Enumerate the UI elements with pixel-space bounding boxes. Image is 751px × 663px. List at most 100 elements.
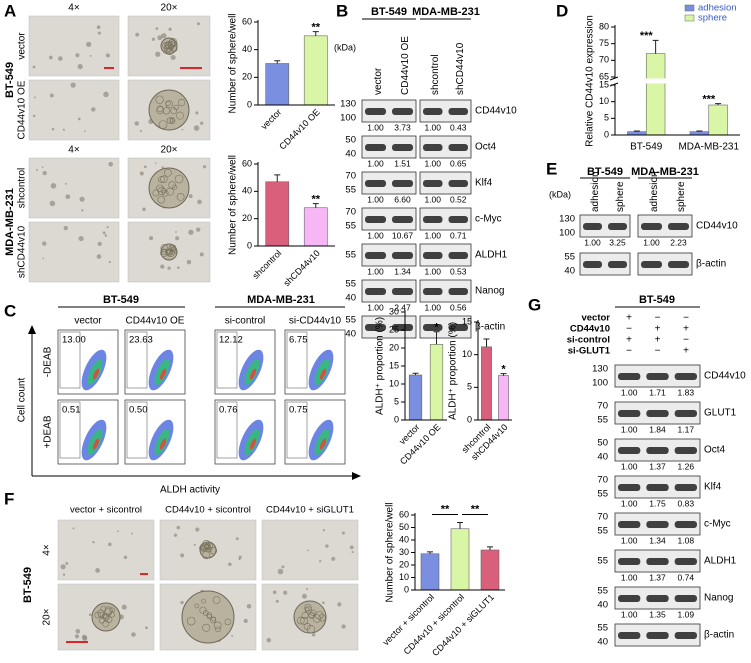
gate-value: 0.76 <box>219 405 238 416</box>
y-tick-label: 0 <box>394 414 399 424</box>
cell <box>196 22 200 26</box>
cell <box>188 229 194 235</box>
significance: ** <box>471 503 480 515</box>
lane-label: adhesion <box>649 171 660 212</box>
quantification: 1.26 <box>678 461 695 471</box>
gate <box>126 401 148 459</box>
axis-break-mark <box>609 76 619 81</box>
y-tick-label: 80 <box>599 21 609 31</box>
sphere-cell <box>194 603 200 609</box>
y-tick-label: 20 <box>389 342 399 352</box>
panel-label: A <box>4 1 16 20</box>
group-header: MDA-MB-231 <box>247 294 315 306</box>
axis-break-mark <box>609 82 619 87</box>
cell <box>70 82 76 88</box>
band <box>423 144 443 151</box>
protein: c-Myc <box>475 214 502 225</box>
quantification: 1.00 <box>621 572 638 582</box>
error-bar <box>312 203 319 208</box>
band <box>674 521 697 528</box>
legend-swatch <box>684 14 695 22</box>
sphere-cell <box>162 107 171 115</box>
sphere-cell <box>303 622 311 630</box>
band <box>618 484 641 491</box>
row-label: CD44v10 OE <box>17 80 28 139</box>
sphere-cell <box>202 610 209 616</box>
quantification: 2.23 <box>670 237 687 247</box>
cell <box>322 528 325 532</box>
quantification: 1.08 <box>678 535 695 545</box>
cell <box>155 51 161 57</box>
sphere-cell <box>170 107 178 115</box>
blot <box>361 315 417 339</box>
sphere-cell <box>168 181 176 189</box>
cell <box>134 121 139 126</box>
cell-line: BT-549 <box>22 567 34 603</box>
band <box>668 261 689 268</box>
legend-label: sphere <box>698 13 727 24</box>
y-tick-label: 30 <box>389 306 399 316</box>
protein: β-actin <box>475 322 505 333</box>
cell <box>231 635 234 638</box>
cell <box>319 559 322 563</box>
band <box>365 216 386 223</box>
band <box>392 108 413 115</box>
bar <box>429 344 444 421</box>
kda-marker: 55 <box>345 185 356 196</box>
gate <box>59 401 81 459</box>
cell <box>41 166 44 169</box>
sphere-cell <box>318 614 326 622</box>
gate-value: 6.75 <box>289 335 308 346</box>
density <box>319 438 327 450</box>
y-tick-label: 15 <box>389 360 399 370</box>
x-tick-label: CD44v10 OE <box>277 107 322 152</box>
quantification: 1.51 <box>394 158 411 168</box>
kda-marker: 70 <box>597 401 608 412</box>
group-header: MDA-MB-231 <box>412 6 480 18</box>
kda-marker: 50 <box>597 438 608 449</box>
band <box>448 144 468 151</box>
cell <box>32 114 36 118</box>
error-bar <box>274 60 281 64</box>
band <box>618 632 641 639</box>
sphere-cell <box>155 95 164 104</box>
cell <box>321 601 325 604</box>
lane-label: shcontrol <box>430 54 441 95</box>
quantification: 1.34 <box>649 535 666 545</box>
sphere-cell <box>308 612 316 619</box>
bar <box>480 549 500 591</box>
sphere-cell <box>177 98 186 107</box>
cell <box>108 161 114 167</box>
sphere-cell <box>169 247 177 255</box>
protein: ALDH1 <box>475 250 508 261</box>
bar <box>481 346 492 421</box>
sphere-cell <box>163 168 172 177</box>
cell <box>117 530 119 533</box>
cell <box>149 236 154 241</box>
kda-marker: 70 <box>345 207 356 218</box>
group-header: BT-549 <box>639 294 675 306</box>
blot <box>361 243 417 267</box>
gate-value: 12.12 <box>219 335 243 346</box>
sphere-cell <box>166 248 174 256</box>
kda-marker: 55 <box>564 252 575 263</box>
lane-label: adhesion <box>590 171 601 212</box>
kda-marker: 55 <box>597 586 608 597</box>
band <box>674 632 697 639</box>
cell <box>72 527 75 530</box>
y-tick-label: 20 <box>242 213 252 223</box>
band <box>392 180 413 187</box>
cell <box>65 561 69 565</box>
cell <box>281 565 285 569</box>
y-tick-label: 0 <box>467 414 472 424</box>
column-label: si-control <box>225 316 266 327</box>
cell <box>97 31 101 35</box>
quantification: 1.00 <box>424 122 441 132</box>
y-tick-label: 60 <box>242 158 252 168</box>
micrograph <box>28 221 120 283</box>
cell <box>92 541 95 544</box>
band <box>674 558 697 565</box>
sphere-cell <box>304 607 310 613</box>
legend-swatch <box>684 4 695 12</box>
quantification: 1.00 <box>424 266 441 276</box>
